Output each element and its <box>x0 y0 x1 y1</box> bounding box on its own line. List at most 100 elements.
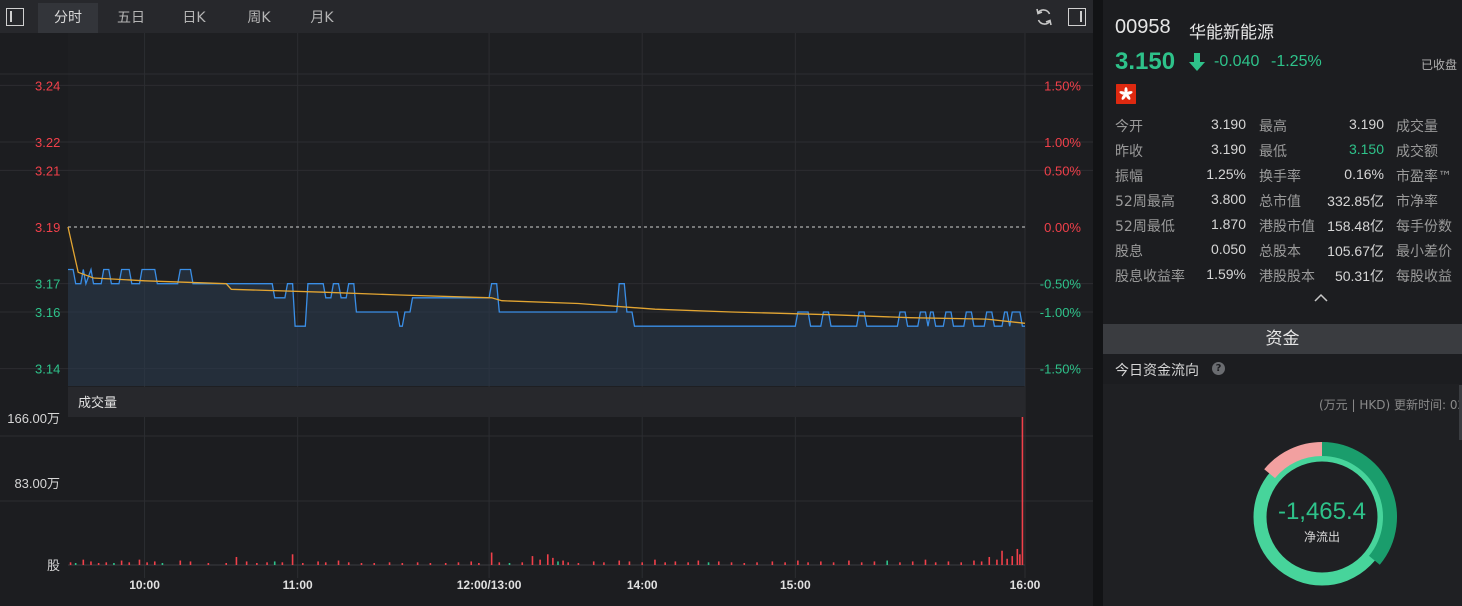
stat-label: 总市值 <box>1259 194 1301 210</box>
volume-bar <box>911 561 914 565</box>
stat-value: 50.31亿 <box>1334 268 1384 284</box>
volume-bar <box>848 560 850 565</box>
volume-bar <box>996 559 998 565</box>
capital-flow-donut <box>1253 442 1397 586</box>
volume-bar <box>567 562 569 565</box>
tab-weekly-k[interactable]: 周K <box>247 10 271 26</box>
volume-bar <box>146 562 148 565</box>
stat-value: 3.190 <box>1210 116 1246 132</box>
chart-panel: 分时 五日 日K 周K 月K 3.24 3.22 3.21 3.19 3.17 3.16 3… <box>0 0 1093 592</box>
stat-label: 总股本 <box>1259 244 1301 260</box>
volume-bar <box>756 562 758 565</box>
volume-bar <box>730 562 733 565</box>
stat-label: 股息 <box>1115 244 1143 260</box>
volume-bar <box>498 562 501 565</box>
volume-bar <box>1006 558 1008 565</box>
net-flow-label: 净流出 <box>1303 530 1340 544</box>
price-tick-label: 3.21 <box>35 163 60 178</box>
volume-bar <box>654 559 656 565</box>
stat-label: 最低 <box>1259 144 1287 160</box>
time-tick-label: 12:00/13:00 <box>457 578 522 592</box>
volume-bar <box>797 560 799 565</box>
volume-bar <box>245 561 248 565</box>
volume-bar <box>490 552 493 565</box>
percent-tick-label: 1.50% <box>1044 78 1081 93</box>
tab-intraday[interactable]: 分时 <box>38 3 98 33</box>
stat-label: 每手份数 <box>1396 219 1452 235</box>
volume-bar <box>97 563 100 565</box>
volume-bar <box>743 563 746 565</box>
volume-bar <box>873 561 876 565</box>
scrollbar[interactable] <box>1459 385 1462 440</box>
stat-label: 股息收益率 <box>1115 269 1185 285</box>
volume-bar <box>603 562 605 565</box>
stat-value: 3.190 <box>1210 141 1246 157</box>
tab-daily-k[interactable]: 日K <box>182 10 206 26</box>
volume-bar <box>291 554 294 565</box>
volume-bar <box>562 560 564 565</box>
volume-bar <box>360 563 363 565</box>
tab-five-day[interactable]: 五日 <box>117 10 145 26</box>
volume-bar <box>860 562 863 565</box>
volume-bar <box>401 563 404 565</box>
chevron-up-icon[interactable] <box>1314 293 1328 303</box>
arrow-down-icon <box>1189 53 1205 71</box>
inflow-segment <box>1264 442 1323 479</box>
intraday-chart: 3.24 3.22 3.21 3.19 3.17 3.16 3.14 1.50% 1.00% 0.… <box>0 33 1093 592</box>
volume-tick-label: 股 <box>47 558 60 573</box>
volume-bar <box>973 560 975 565</box>
percent-tick-label: 1.00% <box>1044 135 1081 150</box>
percent-tick-label: -1.50% <box>1040 362 1082 377</box>
volume-bar <box>138 559 141 565</box>
stock-name: 华能新能源 <box>1189 23 1274 43</box>
volume-bar <box>347 562 350 565</box>
panel-toggle-icon[interactable] <box>6 8 24 26</box>
stat-label: 港股股本 <box>1259 269 1315 285</box>
volume-bar <box>82 559 85 565</box>
stat-label: 今开 <box>1115 119 1143 135</box>
panel-divider[interactable] <box>1093 0 1103 606</box>
volume-bar <box>1001 550 1003 565</box>
volume-bar <box>960 562 962 565</box>
volume-bar <box>273 561 276 565</box>
volume-bar <box>113 563 115 565</box>
stat-label: 最小差价 <box>1396 244 1452 260</box>
volume-bar <box>618 560 621 565</box>
refresh-icon[interactable] <box>1034 7 1054 27</box>
price-change: -0.040 <box>1214 53 1260 70</box>
volume-bar <box>373 563 376 565</box>
price-tick-label: 3.16 <box>35 305 60 320</box>
stat-label: 振幅 <box>1115 169 1143 185</box>
volume-tick-label: 83.00万 <box>14 476 60 491</box>
volume-bar <box>179 560 182 565</box>
volume-bar <box>120 560 123 565</box>
time-tick-label: 11:00 <box>283 578 313 592</box>
volume-bar <box>429 563 432 565</box>
volume-bar <box>508 563 511 565</box>
price-tick-label: 3.14 <box>35 362 60 377</box>
volume-bar <box>674 561 677 565</box>
panel-toggle-icon[interactable] <box>1068 8 1086 26</box>
percent-tick-label: -0.50% <box>1040 277 1082 292</box>
volume-bar <box>664 562 666 565</box>
question-icon[interactable]: ? <box>1212 362 1225 375</box>
price-tick-label: 3.24 <box>35 78 60 93</box>
volume-bar <box>886 560 888 565</box>
stat-label: 每股收益 <box>1396 269 1452 285</box>
volume-bar <box>521 562 524 565</box>
stock-code: 00958 <box>1115 16 1171 38</box>
period-tab-bar: 分时 五日 日K 周K 月K <box>0 0 1093 33</box>
last-price: 3.150 <box>1115 48 1176 75</box>
volume-bar <box>832 562 835 565</box>
quote-panel: 00958 华能新能源 3.150 -0.040 -1.25% 已收盘 今开 3.… <box>1103 0 1462 606</box>
volume-bar <box>820 561 822 565</box>
price-tick-label: 3.17 <box>35 277 60 292</box>
stat-value: 3.190 <box>1348 116 1384 132</box>
tab-monthly-k[interactable]: 月K <box>310 10 334 26</box>
volume-bar <box>128 562 131 565</box>
volume-bar <box>388 562 391 565</box>
funds-section-header[interactable]: 资金 <box>1103 324 1462 354</box>
volume-bar <box>90 561 92 565</box>
volume-bar <box>416 562 419 565</box>
volume-bar <box>784 562 786 565</box>
